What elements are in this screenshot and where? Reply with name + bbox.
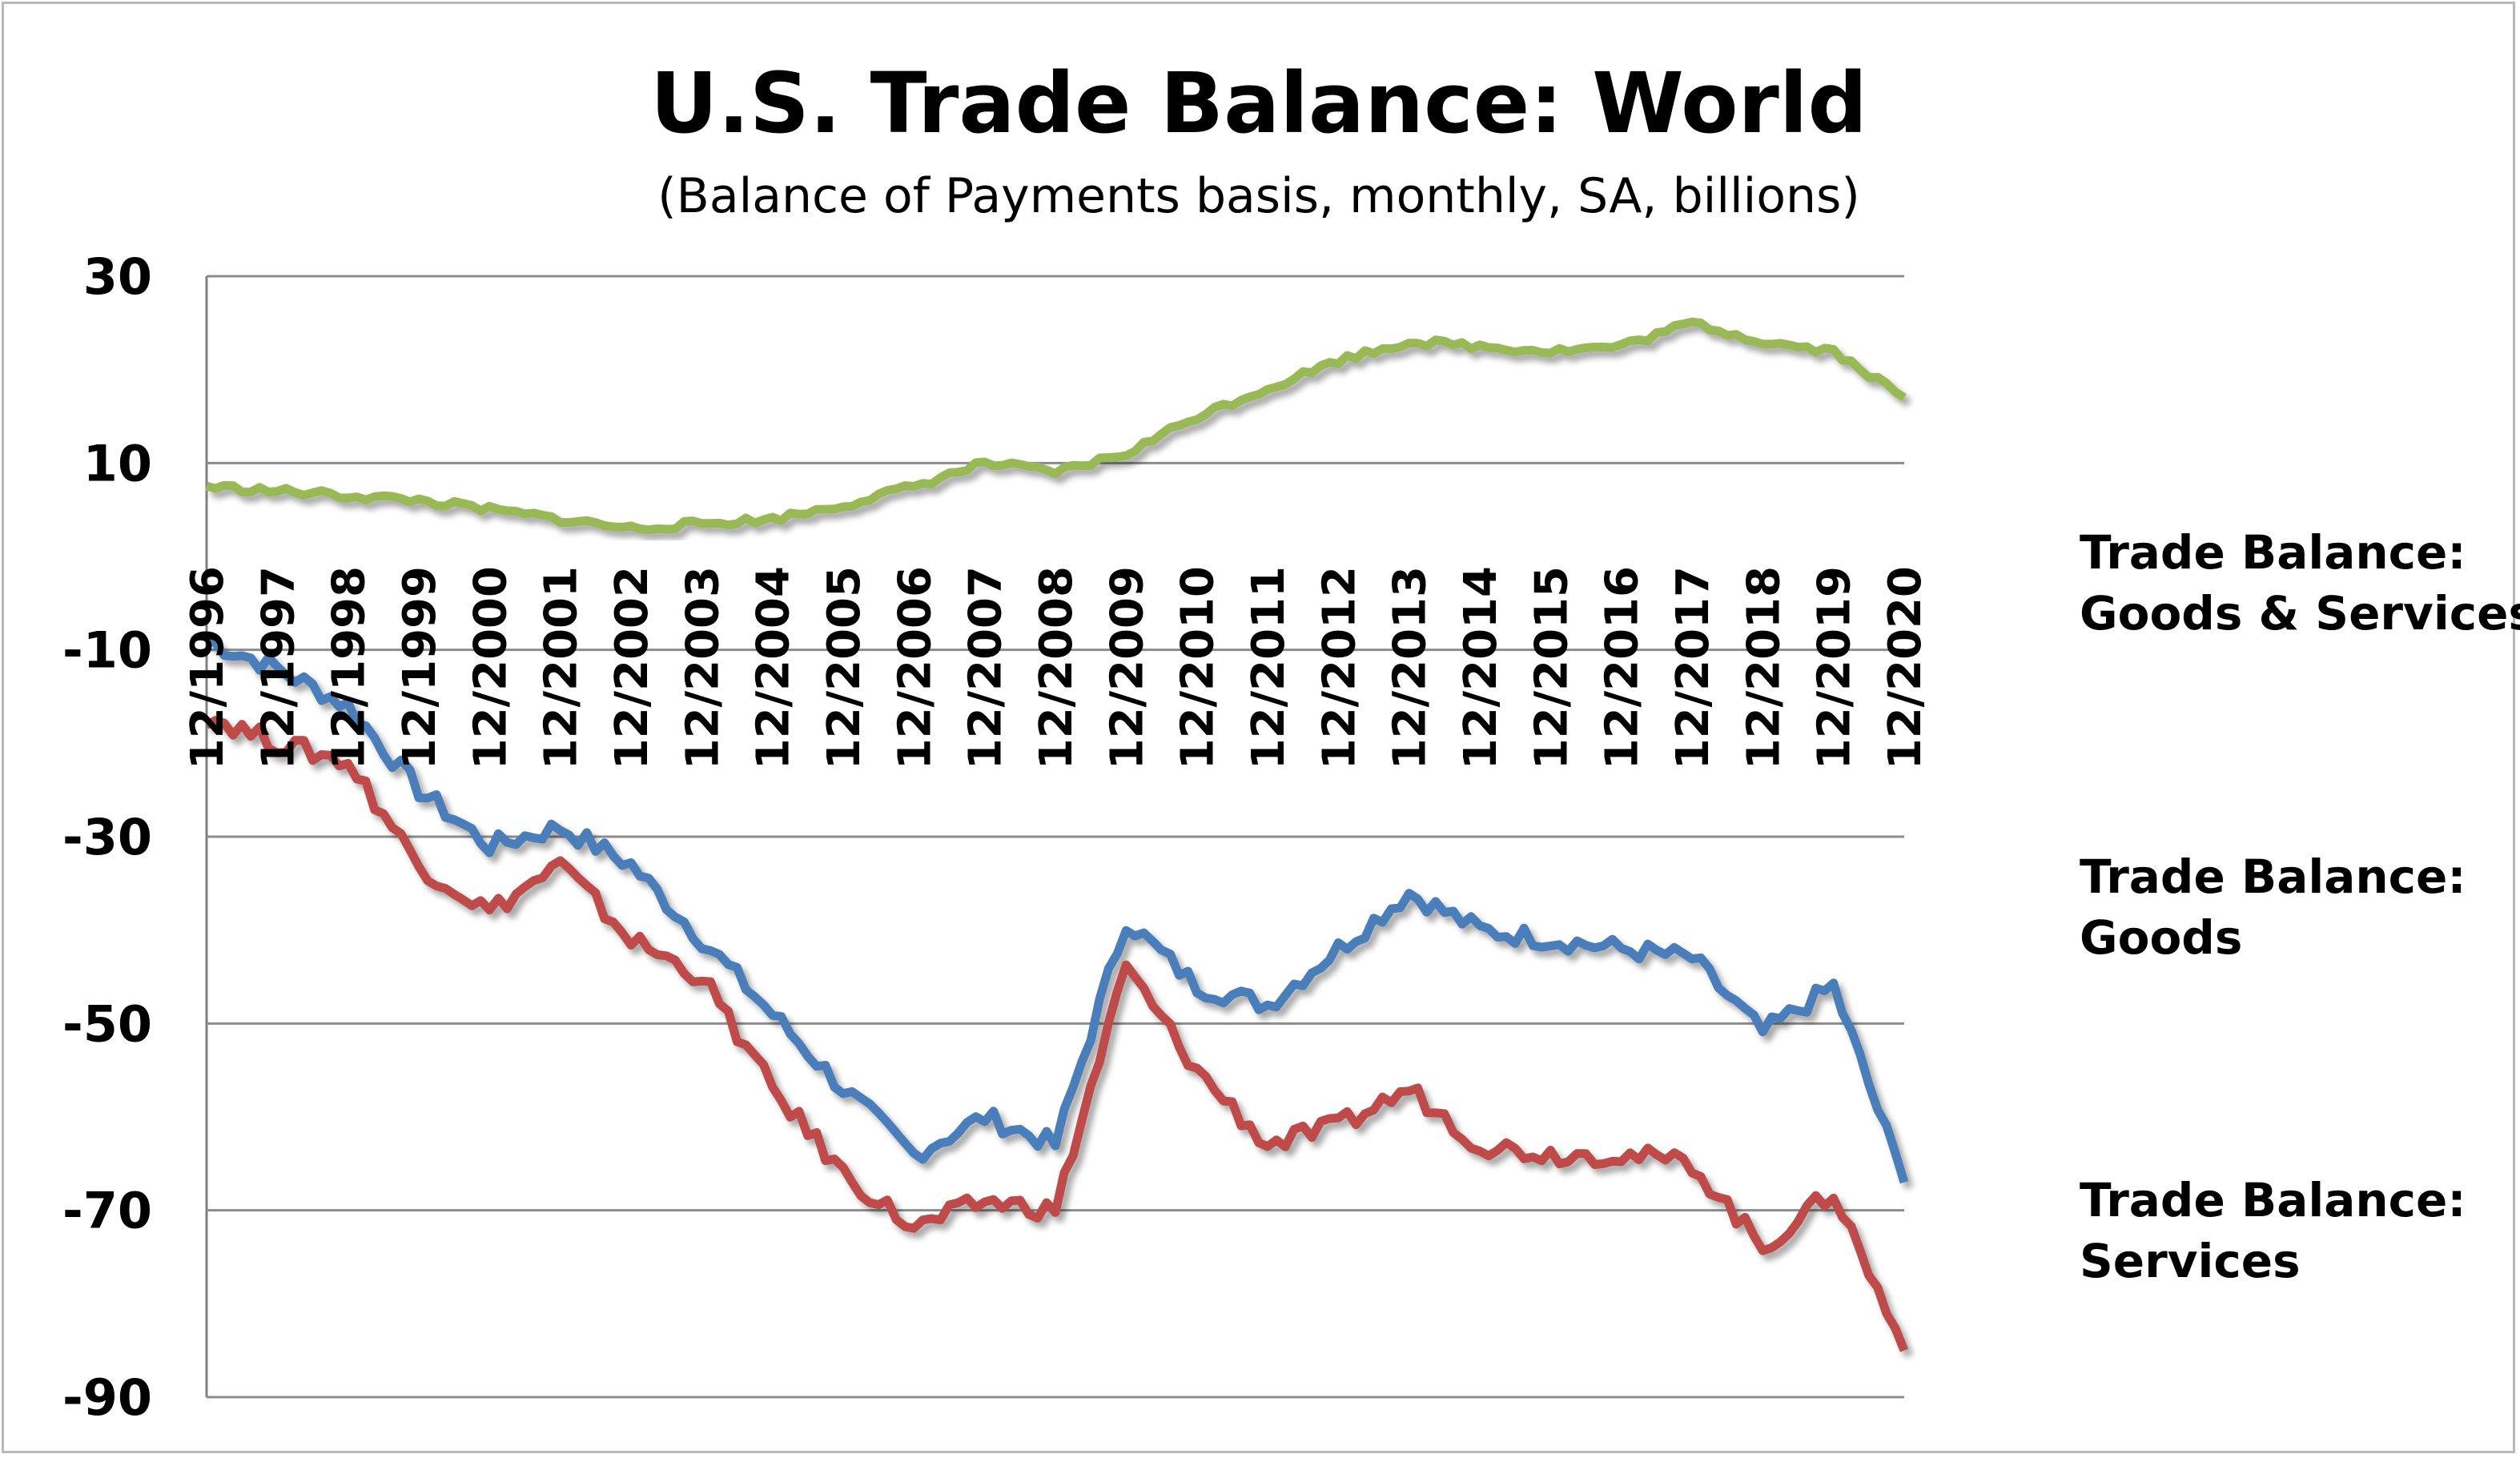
x-tick-label: 12/2009 — [1101, 566, 1153, 769]
x-tick-label: 12/1999 — [394, 566, 446, 769]
legend-label-0: Goods & Services — [2080, 586, 2520, 641]
x-tick-label: 12/1998 — [324, 566, 376, 769]
x-tick-label: 12/2004 — [748, 566, 800, 769]
series-line-0 — [205, 636, 1909, 1184]
y-tick-label: -30 — [62, 808, 152, 866]
y-tick-label: -70 — [62, 1182, 152, 1240]
x-tick-label: 12/2017 — [1667, 566, 1719, 769]
y-tick-label: 30 — [83, 247, 152, 306]
x-tick-label: 12/1997 — [252, 566, 304, 769]
legend-label-2: Services — [2080, 1234, 2301, 1288]
y-tick-label: -90 — [62, 1368, 152, 1427]
legend-label-0: Trade Balance: — [2080, 525, 2466, 580]
x-tick-label: 12/2002 — [606, 566, 658, 769]
legend-label-2: Trade Balance: — [2080, 1173, 2466, 1227]
series-line-2 — [205, 317, 1907, 535]
y-axis-ticks: 30 10 -10 -30 -50 -70 -90 — [62, 247, 152, 1427]
series-lines — [204, 317, 1909, 1352]
x-tick-label: 12/2006 — [889, 566, 941, 769]
y-tick-label: -50 — [62, 994, 152, 1053]
x-tick-label: 12/2005 — [818, 566, 870, 769]
y-tick-label: -10 — [62, 621, 152, 680]
x-tick-label: 12/2014 — [1455, 566, 1507, 769]
x-tick-label: 12/2007 — [960, 566, 1012, 769]
legend: Trade Balance: Goods & Services Trade Bala… — [1962, 525, 2520, 1288]
x-tick-label: 12/2020 — [1879, 566, 1931, 769]
x-tick-label: 12/2008 — [1031, 566, 1083, 769]
chart-subtitle: (Balance of Payments basis, monthly, SA,… — [657, 168, 1860, 224]
legend-label-1: Goods — [2080, 910, 2242, 965]
x-tick-label: 12/2010 — [1172, 566, 1224, 769]
x-tick-label: 12/2003 — [677, 566, 729, 769]
x-tick-label: 12/2018 — [1738, 566, 1790, 769]
x-tick-label: 12/2011 — [1243, 566, 1295, 769]
x-tick-label: 12/2016 — [1597, 566, 1649, 769]
x-tick-label: 12/2019 — [1809, 566, 1861, 769]
chart-title: U.S. Trade Balance: World — [650, 54, 1867, 152]
x-axis-ticks: 12/1996 12/1997 12/1998 12/1999 12/2000 12/20… — [182, 566, 1931, 769]
series-line-1 — [204, 716, 1909, 1352]
legend-label-1: Trade Balance: — [2080, 849, 2466, 904]
x-tick-label: 12/2015 — [1525, 566, 1578, 769]
gridlines — [205, 275, 1904, 1399]
x-tick-label: 12/1996 — [182, 566, 234, 769]
x-tick-label: 12/2013 — [1385, 566, 1437, 769]
x-tick-label: 12/2000 — [464, 566, 516, 769]
x-tick-label: 12/2001 — [536, 566, 588, 769]
y-tick-label: 10 — [83, 434, 152, 492]
x-tick-label: 12/2012 — [1313, 566, 1365, 769]
